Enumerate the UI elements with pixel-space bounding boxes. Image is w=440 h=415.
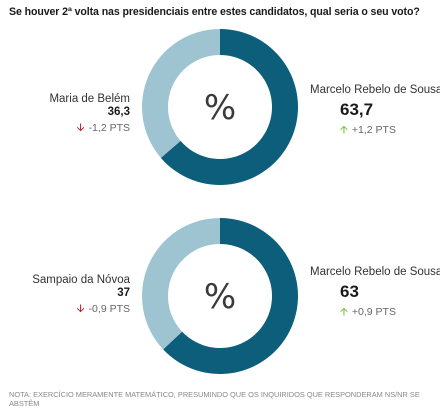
- arrow-up-icon: 🡩: [340, 124, 348, 136]
- candidate-right-1: Marcelo Rebelo de Sousa 63,7 🡩 +1,2 PTS: [310, 84, 440, 140]
- chart-title: Se houver 2ª volta nas presidenciais ent…: [9, 6, 420, 18]
- candidate-value: 63: [340, 282, 359, 301]
- donut-chart-2: Sampaio da Nóvoa 37 🡫 -0,9 PTS % Marcelo …: [0, 216, 440, 406]
- candidate-change: 🡫 -0,9 PTS: [20, 300, 130, 319]
- arrow-up-icon: 🡩: [340, 306, 348, 318]
- candidate-name: Sampaio da Nóvoa: [32, 274, 130, 286]
- footnote: NOTA: EXERCÍCIO MERAMENTE MATEMÁTICO, PR…: [9, 390, 420, 408]
- arrow-down-icon: 🡫: [76, 303, 85, 315]
- donut-svg-1: %: [142, 29, 298, 185]
- percent-center-label: %: [204, 88, 236, 128]
- donut-chart-1: Maria de Belém 36,3 🡫 -1,2 PTS % Marcelo …: [0, 27, 440, 217]
- donut-svg-2: %: [142, 218, 298, 374]
- candidate-left-2: Sampaio da Nóvoa 37 🡫 -0,9 PTS: [20, 274, 130, 319]
- percent-center-label: %: [204, 277, 236, 317]
- candidate-right-2: Marcelo Rebelo de Sousa 63 🡩 +0,9 PTS: [310, 266, 440, 322]
- donut-slice-leader: [163, 218, 298, 374]
- candidate-name: Marcelo Rebelo de Sousa: [310, 84, 440, 96]
- candidate-change: 🡫 -1,2 PTS: [30, 119, 130, 138]
- candidate-name: Maria de Belém: [49, 93, 130, 105]
- donut-slice-leader: [160, 29, 298, 185]
- candidate-left-1: Maria de Belém 36,3 🡫 -1,2 PTS: [30, 93, 130, 138]
- candidate-value: 63,7: [340, 100, 374, 119]
- arrow-down-icon: 🡫: [76, 122, 85, 134]
- donut-slice-challenger: [142, 29, 220, 158]
- donut-slice-challenger: [142, 218, 220, 350]
- candidate-name: Marcelo Rebelo de Sousa: [310, 266, 440, 278]
- candidate-change: 🡩 +1,2 PTS: [340, 121, 440, 140]
- candidate-change: 🡩 +0,9 PTS: [340, 303, 440, 322]
- candidate-value: 36,3: [107, 106, 130, 118]
- candidate-value: 37: [117, 287, 130, 299]
